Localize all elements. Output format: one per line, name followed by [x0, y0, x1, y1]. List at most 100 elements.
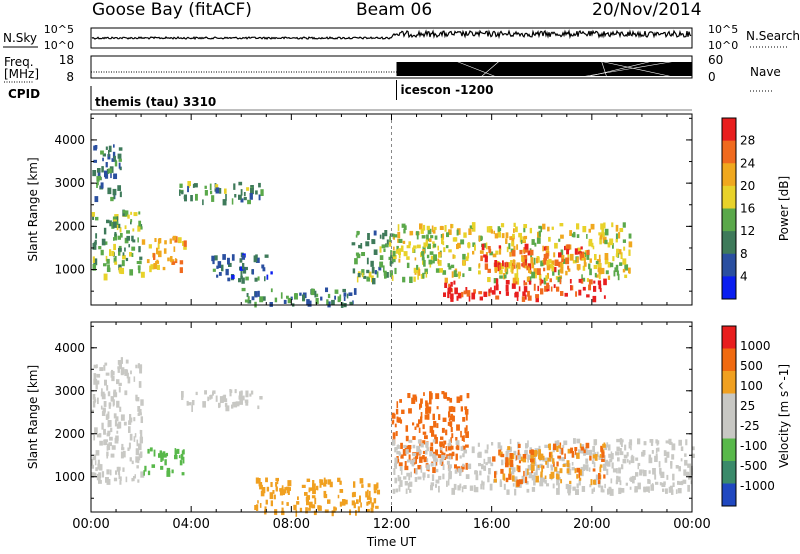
velocity-cell [430, 482, 435, 487]
power-cell [542, 223, 546, 230]
velocity-cell [425, 450, 428, 455]
velocity-cell [442, 444, 445, 449]
power-cell [130, 221, 132, 225]
velocity-cell [429, 391, 432, 398]
velocity-cell [158, 453, 161, 458]
velocity-cell [567, 448, 571, 454]
power-cell [460, 239, 465, 245]
power-cell [216, 274, 219, 278]
velocity-cell [439, 460, 442, 465]
velocity-cell [111, 376, 115, 382]
velocity-cell [409, 489, 412, 493]
power-cell [509, 251, 512, 257]
power-cell [434, 235, 438, 240]
velocity-cell [339, 480, 342, 485]
velocity-cell [367, 500, 371, 505]
velocity-cell [457, 485, 461, 491]
power-cell [138, 246, 141, 253]
power-cell [504, 274, 507, 279]
velocity-cell [642, 470, 647, 477]
velocity-cell [616, 446, 620, 452]
velocity-cell [546, 483, 550, 487]
velocity-cell [138, 381, 142, 388]
velocity-cell [671, 443, 676, 451]
power-cell [471, 222, 476, 229]
velocity-cell [433, 420, 437, 428]
velocity-cell [479, 470, 482, 476]
velocity-cell [94, 398, 97, 403]
velocity-cell [392, 488, 396, 494]
velocity-cell [366, 509, 370, 513]
power-cell [557, 269, 560, 276]
velocity-cell [329, 481, 333, 488]
power-cell [551, 266, 554, 272]
power-cell [624, 264, 629, 271]
velocity-cell [129, 442, 131, 450]
velocity-cell [651, 450, 654, 454]
velocity-cell [664, 457, 668, 463]
power-cell [156, 247, 159, 254]
velocity-cell [391, 439, 396, 446]
velocity-cell [666, 474, 669, 480]
velocity-cell [124, 390, 128, 396]
power-cell [452, 254, 455, 259]
power-cell [102, 153, 106, 157]
power-cell [559, 262, 563, 268]
power-cell [107, 154, 111, 160]
power-cell [512, 259, 515, 266]
velocity-cell [174, 454, 178, 460]
power-cell [534, 272, 537, 279]
power-cell [491, 290, 496, 295]
power-cell [523, 224, 528, 229]
velocity-cell [432, 413, 435, 420]
velocity-cell [500, 453, 505, 458]
velocity-cell [530, 464, 535, 472]
power-cell [247, 296, 250, 302]
velocity-cell [128, 420, 132, 425]
velocity-colorbar-tick-label: 100 [740, 379, 763, 393]
velocity-cell [615, 451, 620, 456]
velocity-cell [505, 477, 509, 483]
power-cell [622, 268, 626, 273]
velocity-cell [131, 477, 134, 482]
power-cell [361, 272, 364, 278]
velocity-cell [186, 400, 189, 406]
velocity-cell [623, 454, 628, 459]
nsearch-tick-label: 10^5 [708, 23, 738, 36]
velocity-cell [447, 455, 450, 460]
power-cell [531, 239, 535, 245]
power-cell [138, 211, 141, 215]
velocity-cell [255, 477, 259, 484]
velocity-cell [544, 457, 548, 462]
velocity-cell [649, 439, 654, 443]
velocity-cell [604, 445, 607, 451]
power-cell [366, 257, 369, 265]
velocity-cell [593, 462, 596, 468]
velocity-cell [420, 416, 423, 424]
power-cell [502, 260, 504, 267]
power-cell [421, 251, 425, 256]
power-cell [118, 267, 123, 273]
velocity-cell [244, 399, 249, 403]
velocity-cell [576, 483, 579, 489]
power-cell [516, 277, 520, 285]
power-cell [192, 183, 195, 188]
velocity-cell [419, 403, 421, 410]
power-cell [548, 236, 551, 242]
velocity-cell [462, 417, 466, 422]
power-cell [437, 260, 442, 266]
velocity-cell [463, 435, 465, 442]
power-cell [121, 260, 125, 267]
power-cell [558, 238, 561, 242]
power-cell [179, 189, 181, 196]
velocity-cell [327, 499, 331, 504]
power-cell [572, 260, 577, 264]
power-cell [489, 251, 494, 256]
freq-tick-label: 18 [59, 53, 74, 67]
velocity-cell [97, 463, 101, 468]
power-cell [139, 260, 142, 265]
velocity-cell [116, 430, 119, 434]
power-cell [325, 287, 329, 293]
velocity-cell [487, 456, 492, 464]
power-cell [101, 238, 106, 246]
